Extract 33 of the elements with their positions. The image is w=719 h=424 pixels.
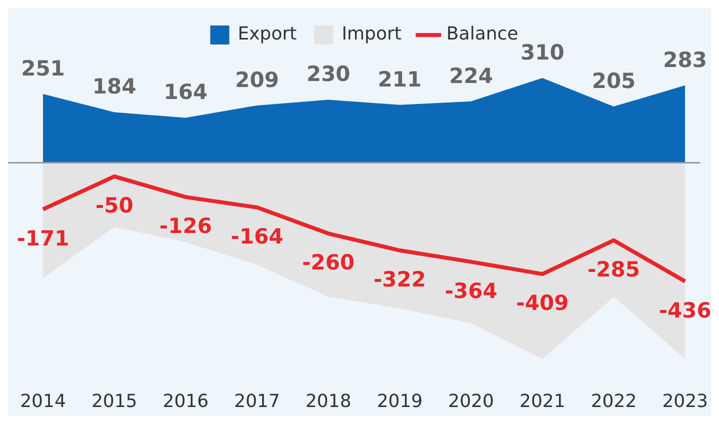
x-tick-label: 2016 <box>162 390 209 412</box>
data-label: -285 <box>587 257 640 282</box>
x-tick-label: 2019 <box>376 390 423 412</box>
data-label: -50 <box>95 193 134 218</box>
x-tick-label: 2021 <box>520 390 566 412</box>
data-label: -164 <box>230 224 284 248</box>
data-label: -126 <box>159 214 212 238</box>
data-label: 209 <box>235 68 279 92</box>
legend-label: Balance <box>446 24 518 45</box>
data-label: -260 <box>302 250 355 274</box>
data-label: -322 <box>373 267 426 292</box>
x-tick-label: 2022 <box>590 390 637 412</box>
data-label: -409 <box>516 291 569 315</box>
x-tick-label: 2014 <box>20 390 66 412</box>
data-label: 164 <box>164 80 208 104</box>
legend-label: Import <box>342 24 402 45</box>
data-label: 251 <box>21 56 65 80</box>
data-label: 211 <box>378 67 422 92</box>
data-label: 230 <box>306 62 350 86</box>
data-label: -171 <box>16 226 70 250</box>
data-label: 283 <box>663 48 708 72</box>
x-tick-label: 2017 <box>234 390 280 412</box>
x-tick-label: 2015 <box>91 390 138 412</box>
x-tick-label: 2018 <box>305 390 352 412</box>
data-label: -364 <box>444 278 498 303</box>
data-label: 224 <box>449 64 493 88</box>
x-tick-label: 2020 <box>448 390 494 412</box>
data-label: 205 <box>592 68 636 93</box>
x-tick-label: 2023 <box>662 390 708 412</box>
data-label: 310 <box>520 40 564 64</box>
data-label: 184 <box>92 74 136 99</box>
legend-label: Export <box>238 24 297 45</box>
data-label: -436 <box>658 298 712 322</box>
